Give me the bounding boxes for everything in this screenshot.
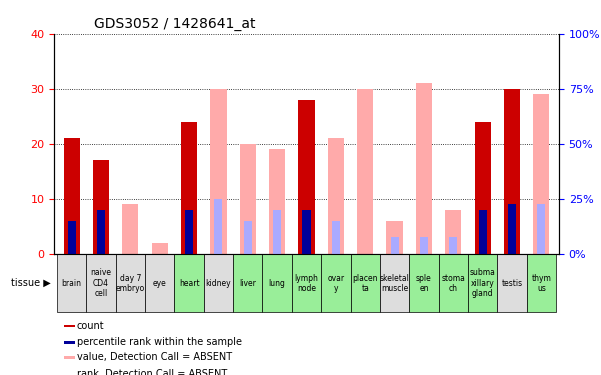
Bar [215,199,222,254]
Bar [478,210,487,254]
Bar [537,204,545,254]
Text: testis: testis [501,279,522,288]
Bar [269,149,285,254]
FancyBboxPatch shape [233,254,263,312]
Bar [185,210,193,254]
Text: ovar
y: ovar y [328,273,344,293]
Bar [504,89,520,254]
Bar [210,89,227,254]
Bar [508,204,516,254]
Bar [64,138,80,254]
FancyBboxPatch shape [468,254,497,312]
Bar [302,210,311,254]
Bar [181,122,197,254]
Bar [449,237,457,254]
Bar [93,160,109,254]
Bar [64,325,75,327]
Bar [332,221,340,254]
Text: lymph
node: lymph node [294,273,319,293]
Bar [64,373,75,375]
Bar [328,138,344,254]
FancyBboxPatch shape [350,254,380,312]
Bar [64,356,75,358]
FancyBboxPatch shape [145,254,174,312]
Text: count: count [76,321,104,331]
Text: skeletal
muscle: skeletal muscle [380,273,409,293]
Bar [386,221,403,254]
Bar [97,210,105,254]
Text: placen
ta: placen ta [352,273,378,293]
Bar [64,341,75,344]
Bar [240,144,256,254]
Text: eye: eye [153,279,166,288]
FancyBboxPatch shape [497,254,526,312]
Bar [391,237,398,254]
Bar [533,94,549,254]
Bar [445,210,462,254]
Bar [151,243,168,254]
FancyBboxPatch shape [380,254,409,312]
Text: value, Detection Call = ABSENT: value, Detection Call = ABSENT [76,352,231,362]
FancyBboxPatch shape [439,254,468,312]
FancyBboxPatch shape [292,254,321,312]
FancyBboxPatch shape [116,254,145,312]
Bar [357,89,373,254]
Text: day 7
embryо: day 7 embryо [116,273,145,293]
FancyBboxPatch shape [526,254,556,312]
Bar [475,122,490,254]
Text: lung: lung [269,279,285,288]
Text: subma
xillary
gland: subma xillary gland [469,268,496,298]
Text: liver: liver [239,279,256,288]
Bar [273,210,281,254]
Text: kidney: kidney [206,279,231,288]
Text: naive
CD4
cell: naive CD4 cell [91,268,112,298]
Bar [68,221,76,254]
Text: tissue ▶: tissue ▶ [11,278,51,288]
Bar [123,204,138,254]
Text: GDS3052 / 1428641_at: GDS3052 / 1428641_at [94,17,256,32]
FancyBboxPatch shape [204,254,233,312]
FancyBboxPatch shape [174,254,204,312]
FancyBboxPatch shape [409,254,439,312]
Text: stoma
ch: stoma ch [441,273,465,293]
Text: percentile rank within the sample: percentile rank within the sample [76,337,242,347]
Bar [416,83,432,254]
Text: rank, Detection Call = ABSENT: rank, Detection Call = ABSENT [76,369,227,375]
Bar [420,237,428,254]
Text: thym
us: thym us [531,273,551,293]
FancyBboxPatch shape [57,254,87,312]
Bar [299,100,314,254]
Bar [244,221,252,254]
Text: heart: heart [178,279,200,288]
FancyBboxPatch shape [321,254,350,312]
Text: sple
en: sple en [416,273,432,293]
Text: brain: brain [62,279,82,288]
FancyBboxPatch shape [263,254,292,312]
FancyBboxPatch shape [87,254,116,312]
